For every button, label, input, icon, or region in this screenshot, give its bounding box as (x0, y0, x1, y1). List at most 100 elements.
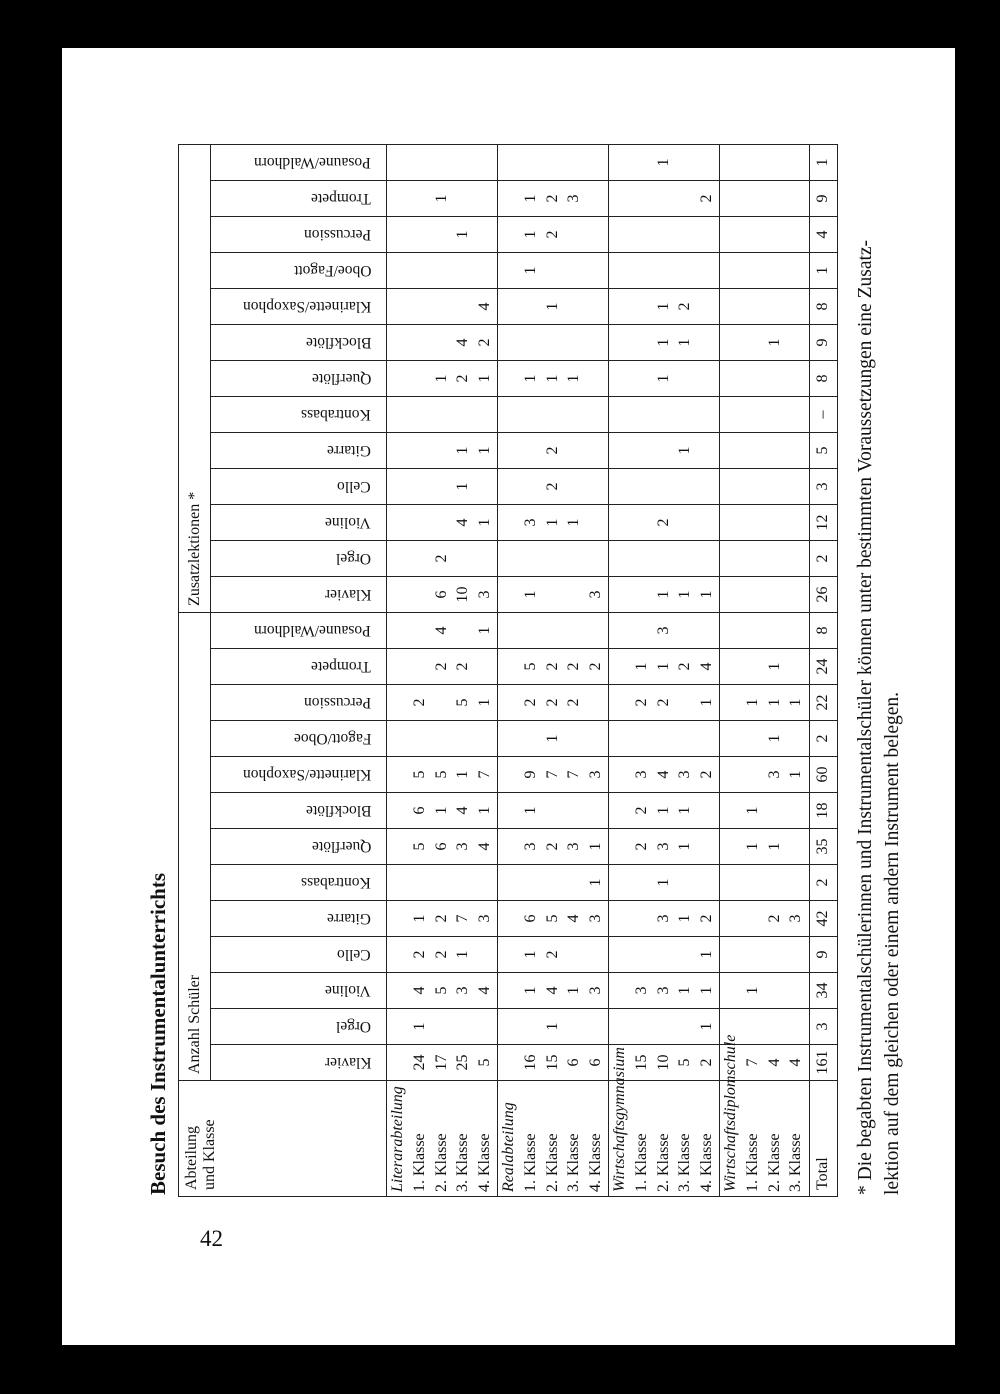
cell-value (563, 721, 585, 756)
cell-value (764, 181, 786, 216)
cell-values: 1 (720, 649, 809, 684)
cell-value: 1 (765, 698, 783, 707)
cell-value (409, 253, 431, 288)
cell-values: 1 (720, 721, 809, 756)
cell-value: 9 (522, 770, 539, 779)
column-header: Gitarre (210, 432, 387, 469)
cell-value (431, 433, 453, 468)
cell-value (631, 541, 653, 576)
cell-value: 2 (697, 194, 715, 203)
cell-values: 16 15 6 6 (498, 1045, 608, 1080)
column-header: Posaune/Waldhorn (210, 612, 387, 649)
cell-values (720, 145, 809, 180)
cell-value: 1 (522, 986, 539, 995)
cell-value: 1 (676, 842, 693, 851)
cell-value (742, 217, 764, 252)
data-cell (608, 396, 720, 433)
cell-value: 3 (654, 914, 672, 923)
cell-values (720, 865, 809, 900)
cell-value (409, 397, 431, 432)
cell-value (785, 361, 807, 396)
column-header-label: Querflöte (311, 838, 371, 856)
cell-values (720, 433, 809, 468)
cell-value (764, 613, 786, 648)
cell-values: 1 (498, 793, 608, 828)
cell-value (542, 397, 564, 432)
cell-value (585, 505, 607, 540)
cell-value (563, 865, 585, 900)
cell-value (542, 613, 564, 648)
data-cell: 1 (608, 144, 720, 181)
cell-value: 1 (543, 734, 561, 743)
cell-value (585, 145, 607, 180)
data-cell (386, 720, 498, 757)
column-header: Orgel (210, 1008, 387, 1045)
cell-value: 5 (543, 914, 561, 923)
cell-value (542, 577, 564, 612)
cell-value (764, 541, 786, 576)
cell-value: 1 (454, 950, 471, 959)
cell-value (542, 541, 564, 576)
instrument-lessons-table: Abteilung und Klasse Anzahl Schüler Zusatzl… (178, 144, 838, 1197)
cell-value (764, 1009, 786, 1044)
cell-value (474, 145, 496, 180)
cell-value (785, 577, 807, 612)
cell-value: 1 (522, 590, 539, 599)
cell-value: 1 (676, 986, 693, 995)
cell-values: 1 (387, 217, 497, 252)
section-row: Wirtschaftsgymnasium 1. Klasse 2. Klasse 3.… (608, 144, 720, 1197)
column-header-label: Orgel (335, 550, 371, 568)
cell-value (431, 289, 453, 324)
cell-value: 2 (454, 662, 471, 671)
column-header-label: Blockflöte (305, 334, 371, 352)
cell-value (764, 973, 786, 1008)
total-value: 24 (809, 648, 837, 685)
cell-value (742, 505, 764, 540)
column-header-label: Klarinette/Saxophon (242, 766, 371, 784)
total-value: 9 (809, 936, 837, 973)
total-value: 8 (809, 360, 837, 397)
cell-values: 1 (609, 361, 719, 396)
class-label: 3. Klasse (676, 1133, 693, 1192)
class-label: 2. Klasse (765, 1133, 783, 1192)
data-cell (719, 396, 809, 433)
cell-value: 1 (432, 806, 450, 815)
data-cell: 1 (719, 972, 809, 1009)
cell-values (720, 937, 809, 972)
cell-value: 1 (654, 806, 672, 815)
cell-value: 2 (543, 482, 561, 491)
cell-value (520, 289, 542, 324)
cell-value (696, 469, 718, 504)
total-value: 2 (809, 540, 837, 577)
cell-value (674, 181, 696, 216)
cell-value: 5 (522, 662, 539, 671)
cell-value (474, 181, 496, 216)
cell-value (585, 253, 607, 288)
cell-value (696, 361, 718, 396)
cell-values: 24 17 25 5 (387, 1045, 497, 1080)
cell-value: 7 (475, 770, 493, 779)
cell-value: 1 (586, 878, 604, 887)
data-cell: 1 (497, 252, 609, 289)
cell-value: 6 (432, 590, 450, 599)
cell-value (563, 937, 585, 972)
data-cell: 24 17 25 5 (386, 1044, 498, 1081)
cell-value: 6 (522, 914, 539, 923)
cell-value: 1 (432, 194, 450, 203)
class-label: 4. Klasse (697, 1133, 715, 1192)
cell-value (409, 505, 431, 540)
